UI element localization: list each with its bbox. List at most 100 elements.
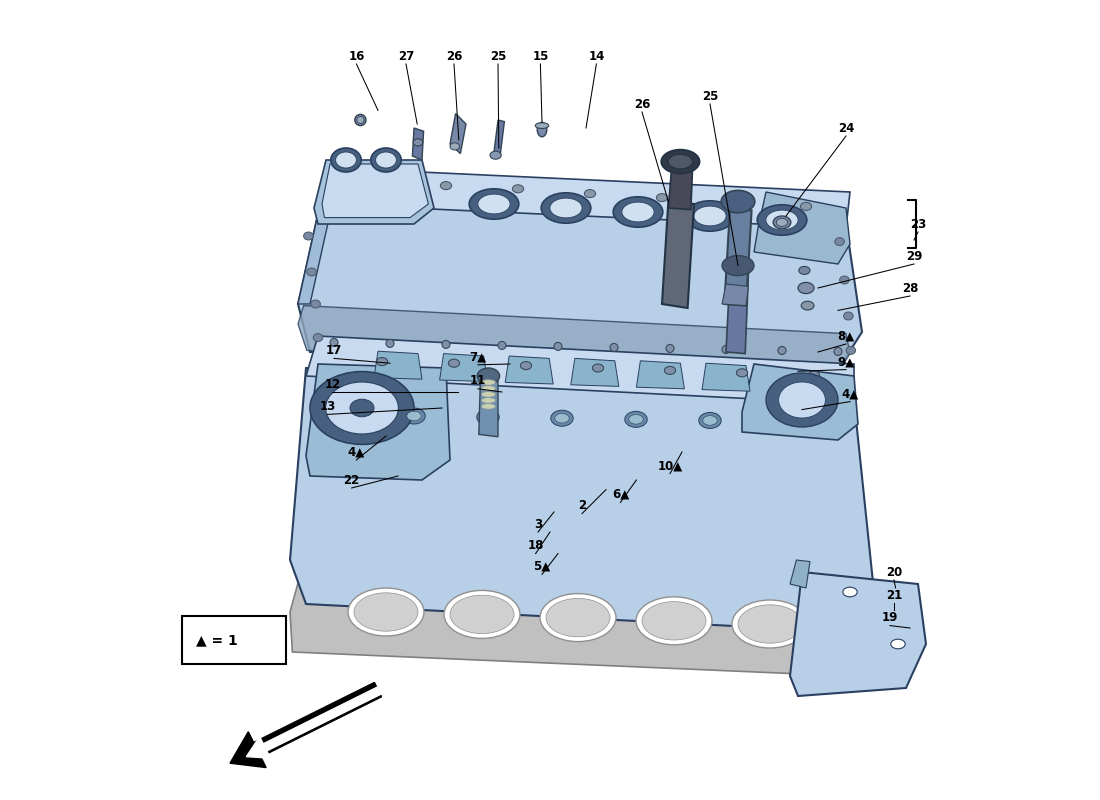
Ellipse shape: [808, 371, 820, 379]
Ellipse shape: [330, 338, 338, 346]
Ellipse shape: [657, 194, 668, 202]
Text: 4▲: 4▲: [348, 446, 365, 458]
Polygon shape: [298, 306, 850, 378]
Polygon shape: [662, 200, 694, 308]
Text: 14: 14: [588, 50, 605, 62]
Ellipse shape: [636, 597, 712, 645]
Ellipse shape: [835, 238, 845, 246]
Ellipse shape: [554, 414, 569, 423]
Ellipse shape: [703, 416, 717, 426]
Ellipse shape: [304, 232, 313, 240]
Text: 25: 25: [490, 50, 506, 62]
Polygon shape: [306, 364, 450, 480]
Text: a passion since 1985: a passion since 1985: [389, 434, 711, 462]
Text: ▲ = 1: ▲ = 1: [196, 633, 238, 647]
Ellipse shape: [629, 414, 644, 424]
Polygon shape: [290, 368, 874, 632]
Ellipse shape: [546, 598, 611, 637]
Text: 8▲: 8▲: [837, 330, 855, 342]
Ellipse shape: [537, 122, 547, 137]
Ellipse shape: [666, 345, 674, 353]
Ellipse shape: [757, 205, 806, 235]
Polygon shape: [669, 168, 692, 210]
Polygon shape: [314, 160, 435, 224]
Ellipse shape: [450, 595, 514, 634]
Ellipse shape: [621, 202, 654, 222]
Ellipse shape: [732, 600, 808, 648]
Polygon shape: [374, 351, 422, 379]
Ellipse shape: [470, 189, 519, 219]
Ellipse shape: [613, 197, 663, 227]
Polygon shape: [754, 192, 850, 264]
Text: 29: 29: [905, 250, 922, 262]
Polygon shape: [505, 356, 553, 384]
Polygon shape: [722, 284, 748, 306]
Ellipse shape: [371, 148, 402, 172]
Ellipse shape: [481, 398, 496, 403]
Polygon shape: [726, 272, 748, 354]
Text: 21: 21: [886, 589, 902, 602]
Ellipse shape: [584, 190, 595, 198]
Text: 3: 3: [534, 518, 542, 530]
Ellipse shape: [481, 412, 495, 422]
Ellipse shape: [310, 371, 414, 444]
Polygon shape: [322, 164, 428, 218]
Ellipse shape: [625, 411, 647, 427]
Ellipse shape: [355, 114, 366, 126]
Ellipse shape: [477, 194, 510, 214]
Polygon shape: [322, 168, 850, 228]
Ellipse shape: [891, 639, 905, 649]
Ellipse shape: [773, 216, 791, 229]
Ellipse shape: [698, 413, 722, 429]
Ellipse shape: [610, 343, 618, 351]
Polygon shape: [790, 572, 926, 696]
Ellipse shape: [661, 150, 700, 174]
Ellipse shape: [777, 218, 788, 226]
Ellipse shape: [520, 362, 531, 370]
Ellipse shape: [376, 358, 387, 366]
Ellipse shape: [536, 122, 549, 129]
Ellipse shape: [354, 593, 418, 631]
Polygon shape: [478, 378, 498, 437]
Ellipse shape: [799, 266, 810, 274]
Text: 28: 28: [902, 282, 918, 294]
Ellipse shape: [373, 186, 384, 194]
Ellipse shape: [331, 148, 361, 172]
Ellipse shape: [778, 346, 786, 354]
Ellipse shape: [403, 408, 426, 424]
Ellipse shape: [442, 341, 450, 349]
Polygon shape: [450, 114, 466, 154]
Ellipse shape: [444, 590, 520, 638]
Text: 16: 16: [349, 50, 364, 62]
Text: 10▲: 10▲: [658, 459, 683, 472]
Ellipse shape: [728, 198, 739, 206]
Ellipse shape: [779, 382, 825, 418]
Text: 24: 24: [838, 122, 855, 134]
Ellipse shape: [685, 201, 735, 231]
Text: 7▲: 7▲: [470, 350, 486, 363]
Polygon shape: [742, 364, 858, 440]
Ellipse shape: [843, 587, 857, 597]
Text: 13: 13: [319, 400, 336, 413]
Ellipse shape: [311, 300, 320, 308]
Ellipse shape: [722, 256, 754, 275]
Polygon shape: [298, 196, 862, 376]
Ellipse shape: [336, 152, 356, 168]
Ellipse shape: [407, 411, 421, 421]
Polygon shape: [412, 128, 424, 160]
Ellipse shape: [801, 302, 814, 310]
Text: 27: 27: [398, 50, 414, 62]
Ellipse shape: [449, 359, 460, 367]
Ellipse shape: [314, 334, 322, 342]
Ellipse shape: [839, 276, 849, 284]
Ellipse shape: [375, 152, 396, 168]
Ellipse shape: [736, 369, 748, 377]
Text: 26: 26: [446, 50, 462, 62]
Ellipse shape: [664, 366, 675, 374]
Text: 26: 26: [634, 98, 650, 110]
Ellipse shape: [642, 602, 706, 640]
Polygon shape: [725, 208, 751, 306]
Ellipse shape: [550, 198, 582, 218]
Text: 4▲: 4▲: [842, 387, 859, 400]
Ellipse shape: [414, 139, 422, 146]
